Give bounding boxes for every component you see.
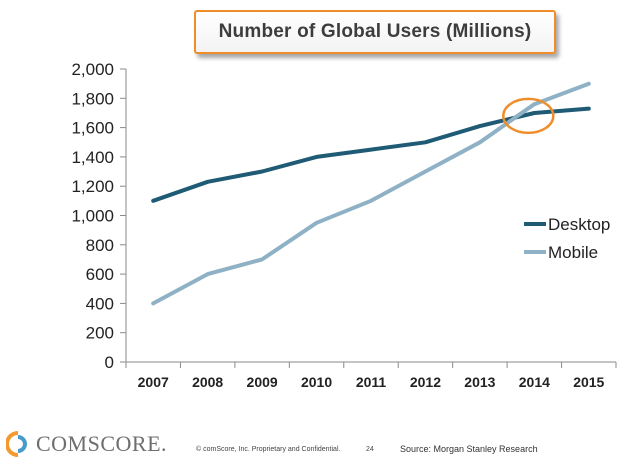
comscore-logo-text: COMSCORE. [36,431,168,456]
y-tick-label: 1,000 [71,207,114,226]
line-chart: 0 200 400 600 800 1,000 1,200 1,400 1,600 1,800 2,… [71,60,617,390]
chart-title-box: Number of Global Users (Millions) [194,10,556,54]
x-tick-label: 2010 [301,374,332,390]
legend: Desktop Mobile [524,215,610,262]
y-tick-label: 600 [86,265,114,284]
source-note: Source: Morgan Stanley Research [400,444,538,454]
page-number: 24 [366,446,374,453]
footer: COMSCORE. © comScore, Inc. Proprietary a… [0,425,640,470]
comscore-logo-icon [6,431,27,457]
x-tick-label: 2007 [138,374,169,390]
y-tick-label: 1,400 [71,148,114,167]
crossover-highlight-ellipse [502,97,555,135]
y-tick-label: 800 [86,236,114,255]
chart-title: Number of Global Users (Millions) [218,21,532,42]
y-tick-label: 200 [86,324,114,343]
y-tick-label: 1,200 [71,177,114,196]
x-tick-label: 2015 [573,374,604,390]
y-tick-label: 400 [86,294,114,313]
x-tick-label: 2012 [410,374,441,390]
x-tick-label: 2014 [519,374,550,390]
series-lines [151,81,591,306]
comscore-logo: COMSCORE. [6,431,167,457]
series-line-desktop [151,106,591,203]
legend-label-desktop: Desktop [548,215,610,234]
y-tick-label: 2,000 [71,60,114,79]
y-tick-label: 1,800 [71,89,114,108]
x-axis-ticks: 2007 2008 2009 2010 2011 2012 2013 2014 2015 [125,362,617,390]
series-line-mobile [151,81,591,306]
y-tick-label: 0 [105,353,114,372]
x-tick-label: 2013 [464,374,495,390]
y-axis-ticks: 0 200 400 600 800 1,000 1,200 1,400 1,600 1,800 2,… [71,60,126,372]
copyright-notice: © comScore, Inc. Proprietary and Confide… [196,446,341,453]
x-tick-label: 2011 [356,374,387,390]
x-tick-label: 2009 [247,374,278,390]
x-tick-label: 2008 [192,374,223,390]
legend-label-mobile: Mobile [548,243,598,262]
y-tick-label: 1,600 [71,119,114,138]
